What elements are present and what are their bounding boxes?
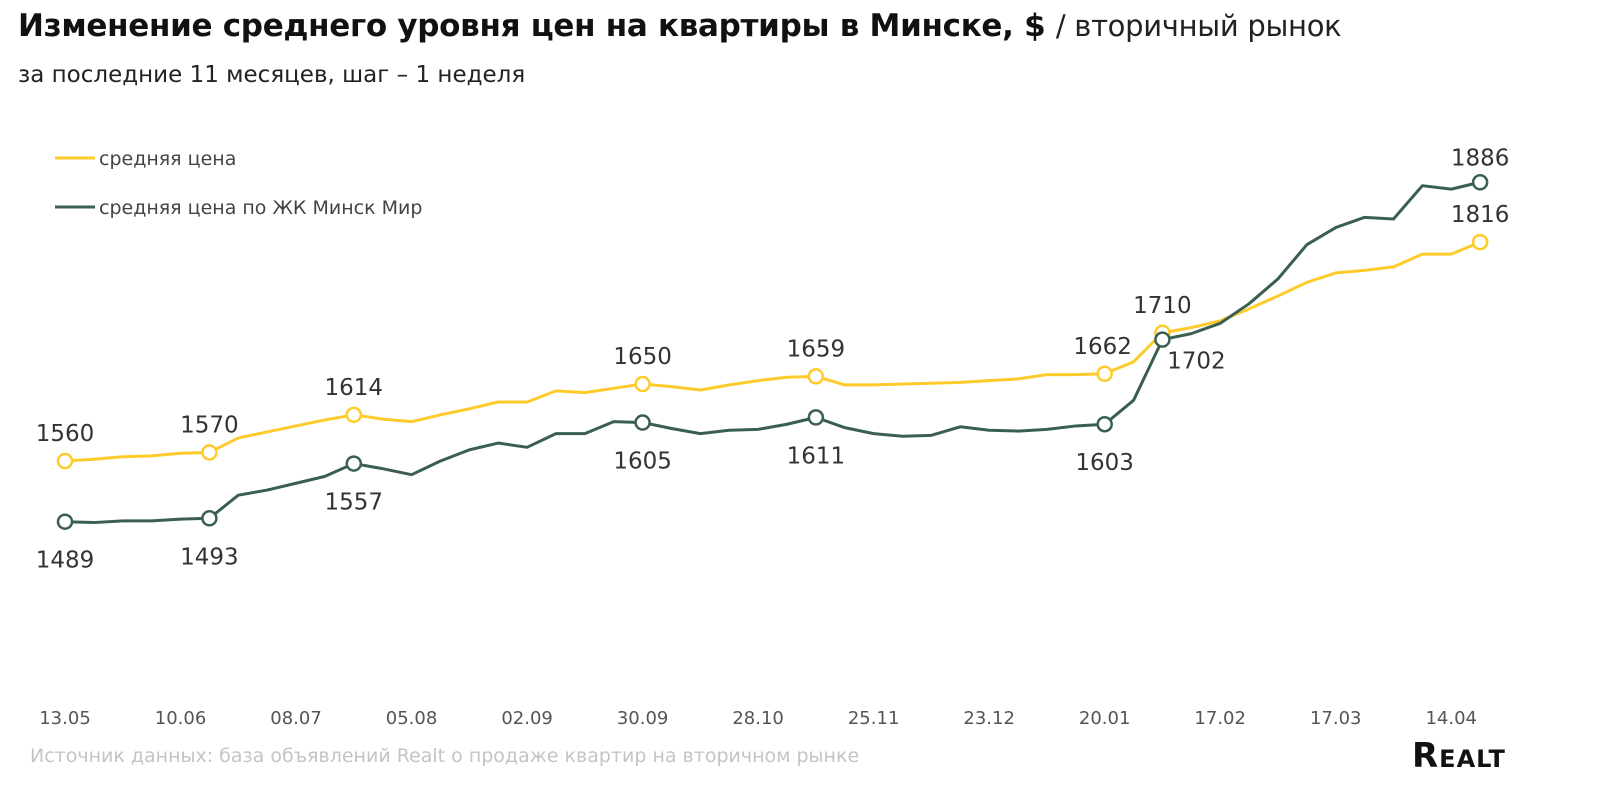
data-label: 1603 <box>1075 450 1134 476</box>
x-tick-label: 20.01 <box>1079 708 1131 729</box>
x-tick-label: 13.05 <box>39 708 91 729</box>
data-point-marker <box>201 510 218 527</box>
x-tick-label: 25.11 <box>848 708 900 729</box>
legend-label: средняя цена <box>99 148 236 170</box>
x-tick-label: 30.09 <box>617 708 669 729</box>
data-point-marker <box>56 513 74 530</box>
title-main: Изменение среднего уровня цен на квартир… <box>18 8 1046 44</box>
data-label: 1710 <box>1133 293 1192 319</box>
data-label: 1493 <box>180 544 239 570</box>
data-point-marker <box>807 368 825 385</box>
data-point-marker <box>634 375 651 393</box>
source-note: Источник данных: база объявлений Realt о… <box>30 745 860 767</box>
data-point-marker <box>634 414 651 431</box>
data-point-marker <box>1096 365 1113 383</box>
data-label: 1816 <box>1451 202 1510 228</box>
chart-title: Изменение среднего уровня цен на квартир… <box>18 8 1342 44</box>
x-tick-label: 17.02 <box>1194 708 1246 729</box>
data-label: 1662 <box>1073 334 1132 360</box>
data-label: 1659 <box>787 336 846 362</box>
data-point-marker <box>1471 233 1489 251</box>
x-tick-label: 17.03 <box>1310 708 1362 729</box>
data-label: 1614 <box>325 375 384 401</box>
data-point-marker <box>1154 331 1171 348</box>
series-line-0 <box>64 240 1481 463</box>
data-point-marker <box>201 444 218 461</box>
data-label: 1570 <box>180 412 239 438</box>
realt-logo: Realt <box>1412 736 1506 776</box>
data-label: 1611 <box>787 443 846 469</box>
chart-subtitle: за последние 11 месяцев, шаг – 1 неделя <box>18 62 526 88</box>
x-tick-label: 05.08 <box>386 708 438 729</box>
legend-label: средняя цена по ЖК Минск Мир <box>99 197 422 219</box>
data-point-marker <box>345 455 363 472</box>
data-point-marker <box>345 406 363 424</box>
data-label: 1605 <box>613 449 672 475</box>
data-point-marker <box>56 452 74 470</box>
x-tick-label: 14.04 <box>1425 708 1477 729</box>
x-tick-label: 28.10 <box>732 708 784 729</box>
data-label: 1886 <box>1451 145 1510 171</box>
data-label: 1557 <box>325 490 384 516</box>
data-label: 1560 <box>36 421 95 447</box>
data-label: 1702 <box>1167 349 1226 375</box>
title-suffix: / вторичный рынок <box>1055 9 1342 43</box>
x-tick-label: 10.06 <box>155 708 207 729</box>
data-point-marker <box>807 409 825 426</box>
x-tick-label: 23.12 <box>963 708 1015 729</box>
data-point-marker <box>1096 415 1113 433</box>
data-label: 1489 <box>36 548 95 574</box>
x-tick-label: 02.09 <box>501 708 553 729</box>
series-line-1 <box>64 180 1481 525</box>
x-tick-label: 08.07 <box>270 708 322 729</box>
data-label: 1650 <box>613 344 672 370</box>
data-point-marker <box>1471 174 1489 191</box>
